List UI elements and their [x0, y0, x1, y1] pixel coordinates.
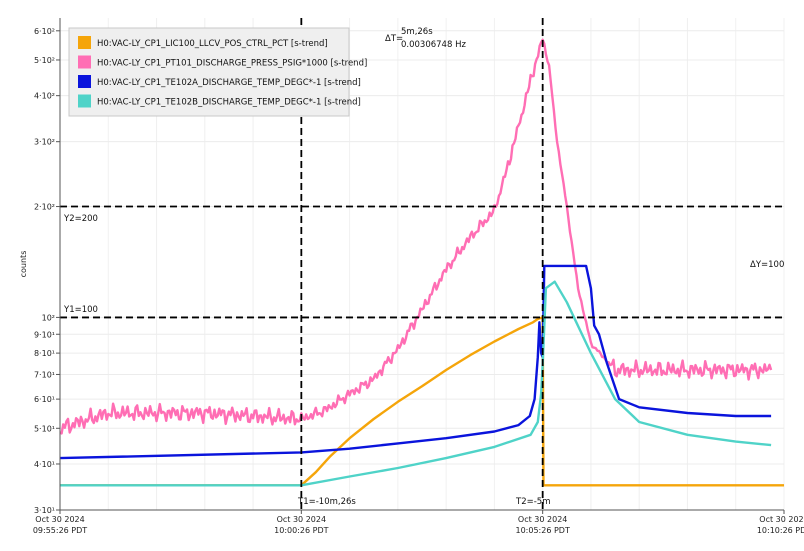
y-tick-label: 6·10¹ — [34, 395, 55, 404]
x-tick-time: 10:05:26 PDT — [515, 526, 569, 535]
legend-swatch — [78, 94, 91, 108]
y-tick-label: 4·10¹ — [34, 460, 55, 469]
series-line-1 — [60, 316, 784, 487]
legend-entry: H0:VAC-LY_CP1_TE102A_DISCHARGE_TEMP_DEGC… — [97, 78, 361, 88]
x-tick-time: 10:00:26 PDT — [274, 526, 328, 535]
t1-cursor-label: T1=-10m,26s — [297, 497, 356, 507]
y-tick-label: 7·10¹ — [34, 370, 55, 379]
y-tick-label: 8·10¹ — [34, 349, 55, 358]
legend-swatch — [78, 75, 91, 88]
y-axis-ticks: 3·10¹ 4·10¹ 5·10¹ 6·10¹ 7·10¹ 8·10¹ 9·10¹ 10² 2·… — [34, 27, 60, 515]
x-axis-ticks: Oct 30 2024 09:55:26 PDT Oct 30 2024 10:00:… — [33, 510, 804, 535]
y-tick-label: 3·10² — [34, 138, 55, 147]
x-tick-date: Oct 30 2024 — [277, 515, 326, 524]
y2-cursor-label: Y2=200 — [63, 214, 98, 224]
t2-cursor-label: T2=-5m — [515, 497, 550, 507]
x-tick-time: 10:10:26 PDT — [757, 526, 804, 535]
legend-entry: H0:VAC-LY_CP1_PT101_DISCHARGE_PRESS_PSIG… — [97, 59, 367, 69]
y-tick-label: 2·10² — [34, 203, 55, 212]
y-tick-label: 6·10² — [34, 27, 55, 36]
y-tick-label: 10² — [42, 313, 55, 322]
legend-entry: H0:VAC-LY_CP1_LIC100_LLCV_POS_CTRL_PCT [… — [97, 39, 328, 49]
x-tick-time: 09:55:26 PDT — [33, 526, 87, 535]
legend-entry: H0:VAC-LY_CP1_TE102B_DISCHARGE_TEMP_DEGC… — [97, 98, 361, 108]
delta-y-label: ΔY=100 — [750, 260, 784, 270]
y-tick-label: 5·10¹ — [34, 424, 55, 433]
x-tick-date: Oct 30 2024 — [518, 515, 567, 524]
delta-t-label: ΔT= — [385, 34, 403, 44]
legend-box — [68, 27, 350, 117]
delta-t-value: 5m,26s — [401, 27, 433, 37]
x-tick-date: Oct 30 2024 — [759, 515, 804, 524]
y-tick-label: 4·10² — [34, 92, 55, 101]
legend-swatch — [78, 55, 91, 69]
y-axis-label: counts — [19, 251, 28, 278]
legend-swatch — [78, 36, 91, 49]
legend[interactable]: H0:VAC-LY_CP1_LIC100_LLCV_POS_CTRL_PCT [… — [68, 27, 367, 117]
y-tick-label: 3·10¹ — [34, 506, 55, 515]
y-tick-label: 5·10² — [34, 56, 55, 65]
delta-frequency-value: 0.00306748 Hz — [401, 40, 466, 50]
x-tick-date: Oct 30 2024 — [35, 515, 84, 524]
y1-cursor-label: Y1=100 — [63, 305, 98, 315]
y-tick-label: 9·10¹ — [34, 330, 55, 339]
